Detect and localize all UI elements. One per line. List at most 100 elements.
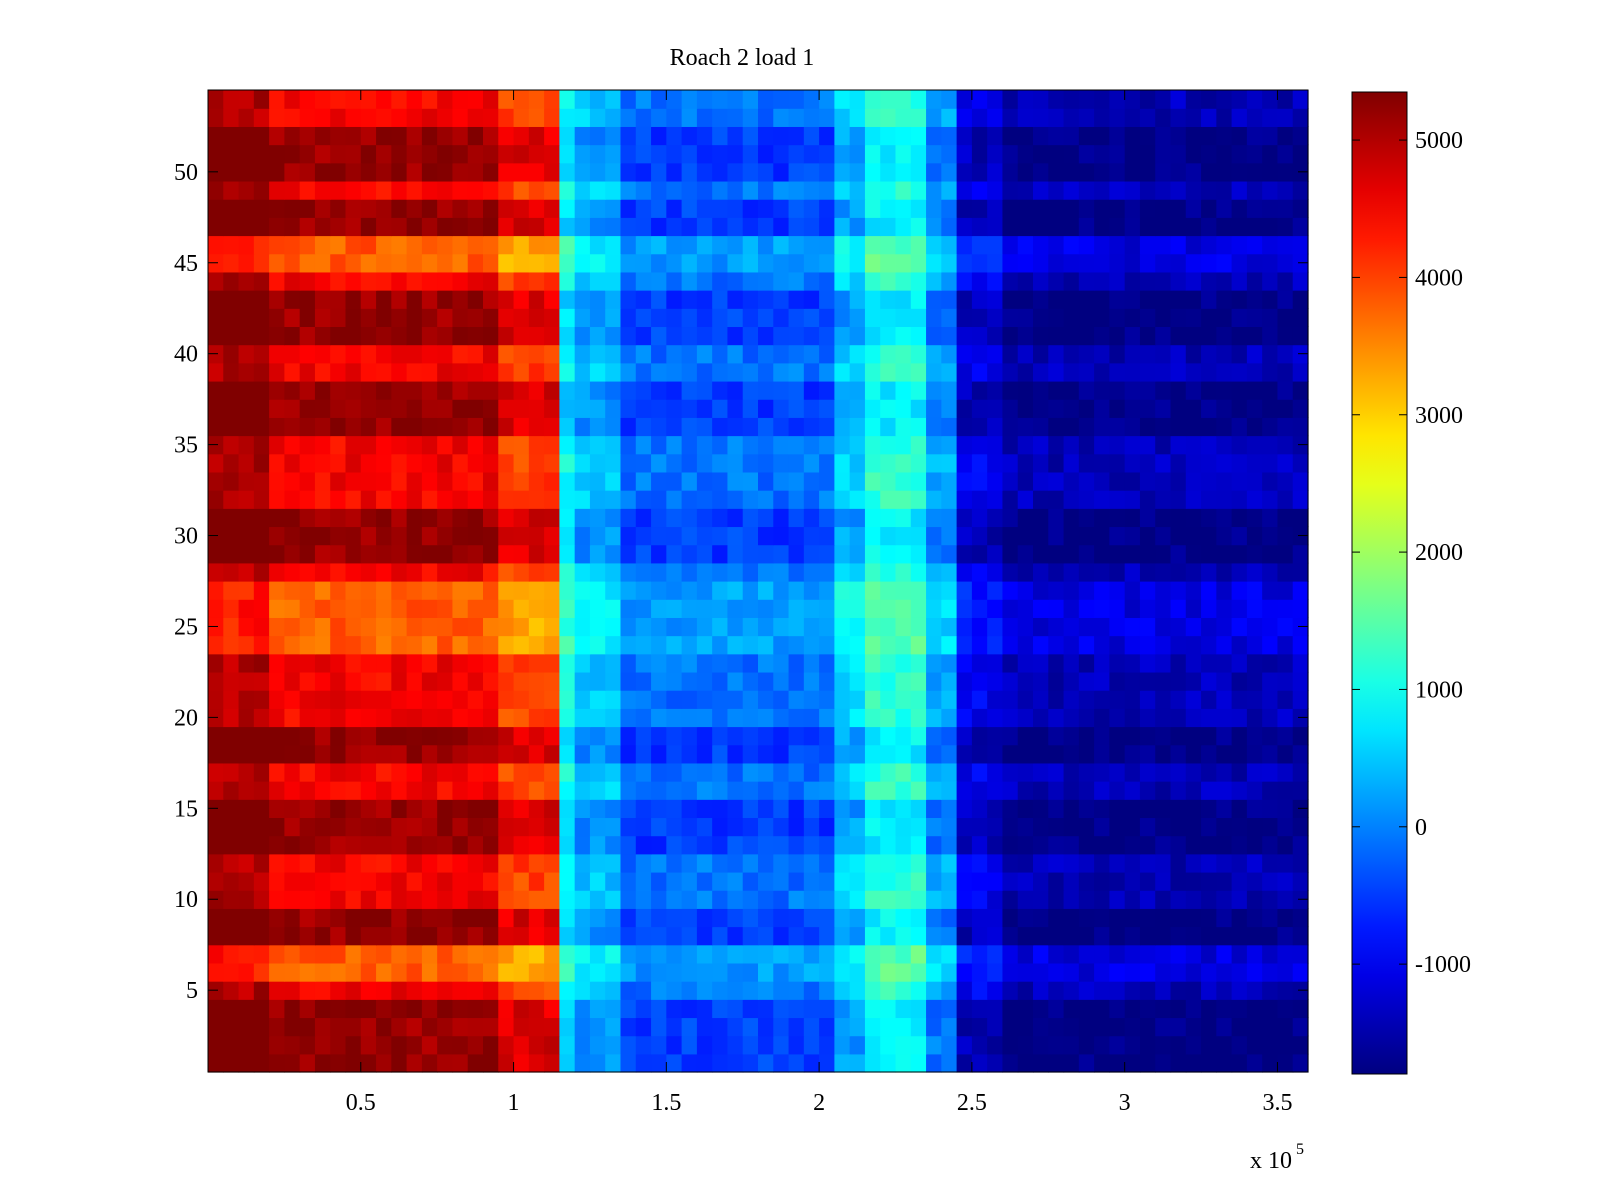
heatmap-cell (1277, 762, 1294, 782)
heatmap-cell (651, 890, 667, 909)
heatmap-cell (666, 326, 683, 346)
heatmap-cell (360, 271, 377, 291)
heatmap-cell (895, 380, 912, 400)
heatmap-cell (223, 362, 240, 382)
heatmap-cell (1201, 617, 1217, 637)
heatmap-cell (880, 835, 897, 855)
heatmap-cell (1109, 435, 1126, 455)
heatmap-cell (391, 835, 408, 855)
heatmap-cell (1048, 926, 1065, 946)
heatmap-cell (1231, 126, 1248, 146)
heatmap-cell (1078, 726, 1095, 746)
heatmap-cell (1078, 180, 1095, 200)
heatmap-cell (391, 962, 408, 982)
heatmap-cell (406, 126, 423, 146)
heatmap-cell (1170, 344, 1187, 364)
heatmap-cell (1017, 908, 1034, 928)
heatmap-cell (941, 544, 958, 564)
heatmap-cell (1002, 326, 1019, 346)
heatmap-cell (238, 781, 255, 800)
heatmap-cell (971, 999, 988, 1019)
heatmap-cell (758, 871, 774, 891)
heatmap-cell (895, 653, 912, 673)
heatmap-cell (1094, 380, 1110, 400)
heatmap-cell (421, 290, 438, 309)
heatmap-cell (1185, 871, 1202, 891)
heatmap-cell (1094, 308, 1110, 328)
heatmap-cell (452, 908, 469, 928)
heatmap-cell (956, 671, 973, 691)
heatmap-cell (1155, 581, 1172, 600)
heatmap-cell (727, 762, 744, 782)
heatmap-cell (452, 726, 469, 746)
heatmap-cell (1201, 599, 1217, 618)
heatmap-cell (1063, 635, 1080, 655)
heatmap-cell (1124, 562, 1141, 582)
heatmap-cell (269, 235, 285, 255)
heatmap-cell (620, 380, 637, 400)
heatmap-cell (1109, 344, 1126, 364)
heatmap-cell (330, 944, 347, 964)
heatmap-cell (620, 326, 637, 346)
heatmap-cell (1246, 326, 1263, 346)
heatmap-cell (1109, 671, 1126, 691)
heatmap-cell (223, 199, 240, 218)
heatmap-cell (1155, 562, 1172, 582)
heatmap-cell (391, 144, 408, 164)
heatmap-cell (605, 1035, 622, 1055)
heatmap-cell (1170, 162, 1187, 182)
heatmap-cell (758, 890, 774, 909)
heatmap-cell (406, 799, 423, 819)
heatmap-cell (1246, 399, 1263, 418)
heatmap-cell (1124, 308, 1141, 328)
heatmap-cell (498, 581, 515, 600)
heatmap-cell (834, 399, 851, 418)
heatmap-cell (299, 835, 316, 855)
heatmap-cell (849, 144, 866, 164)
heatmap-cell (1063, 126, 1080, 146)
heatmap-cell (605, 180, 622, 200)
heatmap-cell (1216, 853, 1233, 873)
heatmap-cell (1185, 90, 1202, 109)
heatmap-cell (406, 362, 423, 382)
heatmap-cell (467, 944, 484, 964)
heatmap-cell (1201, 562, 1217, 582)
heatmap-cell (864, 435, 881, 455)
heatmap-cell (666, 617, 683, 637)
heatmap-cell (651, 326, 667, 346)
heatmap-cell (1017, 199, 1034, 218)
heatmap-cell (1048, 199, 1065, 218)
heatmap-cell (880, 890, 897, 909)
heatmap-cell (1063, 817, 1080, 837)
heatmap-cell (696, 599, 713, 618)
heatmap-cell (788, 1035, 805, 1055)
heatmap-cell (681, 544, 698, 564)
heatmap-cell (941, 853, 958, 873)
heatmap-cell (971, 144, 988, 164)
heatmap-cell (528, 835, 545, 855)
heatmap-cell (727, 599, 744, 618)
heatmap-cell (1262, 1035, 1279, 1055)
heatmap-cell (238, 471, 255, 491)
heatmap-cell (987, 908, 1004, 928)
heatmap-cell (666, 762, 683, 782)
heatmap-cell (956, 635, 973, 655)
x-tick-label: 1.5 (651, 1090, 681, 1116)
heatmap-cell (589, 471, 606, 491)
heatmap-cell (574, 726, 591, 746)
heatmap-cell (895, 435, 912, 455)
heatmap-cell (253, 871, 270, 891)
heatmap-cell (330, 108, 347, 127)
heatmap-cell (360, 344, 377, 364)
heatmap-cell (238, 217, 255, 237)
heatmap-cell (895, 162, 912, 182)
heatmap-cell (987, 108, 1004, 127)
heatmap-cell (406, 926, 423, 946)
heatmap-cell (284, 708, 301, 728)
heatmap-cell (1231, 635, 1248, 655)
heatmap-cell (360, 417, 377, 437)
heatmap-cell (605, 471, 622, 491)
heatmap-cell (788, 762, 805, 782)
heatmap-cell (1216, 726, 1233, 746)
heatmap-cell (910, 435, 927, 455)
